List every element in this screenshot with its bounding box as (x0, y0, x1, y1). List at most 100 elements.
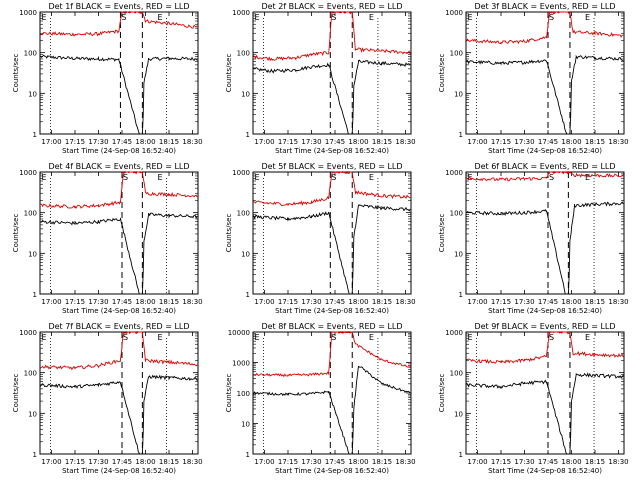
x-tick-label: 18:30 (608, 298, 628, 306)
series-line-events (253, 365, 411, 455)
time-marker-label: E (255, 333, 260, 342)
x-tick-label: 17:00 (41, 298, 61, 306)
y-axis-label: Counts/sec (225, 374, 233, 413)
x-tick-label: 17:15 (278, 458, 298, 466)
series-line-lld (253, 10, 411, 62)
x-tick-label: 17:15 (65, 138, 85, 146)
x-tick-label: 17:15 (491, 458, 511, 466)
x-tick-label: 17:45 (538, 138, 558, 146)
x-tick-label: 17:45 (112, 138, 132, 146)
plot-frame (39, 11, 199, 135)
time-marker-label: E (369, 333, 374, 342)
x-axis-label: Start Time (24-Sep-08 16:52:40) (62, 307, 176, 315)
y-axis-label: Counts/sec (12, 54, 20, 93)
y-tick-label: 10 (241, 421, 250, 429)
y-tick-label: 100 (24, 370, 37, 378)
x-tick-label: 17:00 (467, 458, 487, 466)
time-marker-label: E (369, 173, 374, 182)
series-line-events (466, 201, 624, 295)
y-tick-label: 100 (237, 50, 250, 58)
x-tick-label: 18:15 (585, 458, 605, 466)
x-tick-label: 17:45 (325, 458, 345, 466)
y-tick-label: 1000 (232, 9, 250, 17)
y-tick-label: 100 (237, 390, 250, 398)
plot-frame (39, 171, 199, 295)
y-tick-label: 10 (241, 90, 250, 98)
y-axis-label: Counts/sec (438, 374, 446, 413)
panel-title: Det 3f BLACK = Events, RED = LLD (474, 2, 615, 11)
x-tick-label: 18:30 (395, 298, 415, 306)
y-tick-label: 1 (33, 291, 37, 299)
series-line-lld (466, 170, 624, 182)
time-marker-label: S (331, 333, 336, 342)
time-marker-label: E (42, 333, 47, 342)
y-tick-label: 100 (24, 50, 37, 58)
y-tick-label: 100 (450, 50, 463, 58)
x-tick-label: 17:45 (325, 138, 345, 146)
y-tick-label: 10000 (228, 329, 250, 337)
panel-det-3f: Det 3f BLACK = Events, RED = LLD 17:00 17:… (438, 2, 629, 155)
y-tick-label: 10 (28, 90, 37, 98)
x-tick-label: 17:30 (514, 138, 534, 146)
y-tick-label: 1000 (19, 9, 37, 17)
panel-det-9f: Det 9f BLACK = Events, RED = LLD 17:00 17:… (438, 322, 629, 475)
y-tick-label: 1000 (19, 169, 37, 177)
y-axis-label: Counts/sec (12, 214, 20, 253)
time-marker-label: S (331, 13, 336, 22)
y-tick-label: 1 (33, 451, 37, 459)
series-line-lld (466, 10, 624, 45)
y-tick-label: 1 (459, 131, 463, 139)
x-tick-label: 18:00 (348, 138, 368, 146)
x-tick-label: 17:45 (538, 298, 558, 306)
x-tick-label: 18:15 (585, 138, 605, 146)
time-marker-label: S (123, 333, 128, 342)
x-tick-label: 17:00 (254, 298, 274, 306)
panel-det-4f: Det 4f BLACK = Events, RED = LLD 17:00 17:… (12, 162, 203, 315)
y-tick-label: 1 (459, 451, 463, 459)
x-tick-label: 17:00 (41, 458, 61, 466)
x-tick-label: 18:30 (182, 138, 202, 146)
time-marker-label: E (255, 13, 260, 22)
time-marker-label: E (369, 13, 374, 22)
x-tick-label: 18:00 (348, 298, 368, 306)
y-tick-label: 1000 (232, 360, 250, 368)
time-marker-label: E (585, 173, 590, 182)
x-tick-label: 17:15 (278, 138, 298, 146)
time-marker-label: E (468, 13, 473, 22)
panel-det-6f: Det 6f BLACK = Events, RED = LLD 17:00 17:… (438, 162, 629, 315)
x-axis-label: Start Time (24-Sep-08 16:52:40) (275, 307, 389, 315)
x-tick-label: 18:30 (182, 458, 202, 466)
x-tick-label: 17:30 (88, 298, 108, 306)
panel-det-7f: Det 7f BLACK = Events, RED = LLD 17:00 17:… (12, 322, 203, 475)
panel-title: Det 9f BLACK = Events, RED = LLD (474, 322, 615, 331)
x-tick-label: 18:00 (135, 298, 155, 306)
plot-frame (465, 171, 625, 295)
panel-det-8f: Det 8f BLACK = Events, RED = LLD 17:00 17:… (225, 322, 416, 475)
panel-title: Det 7f BLACK = Events, RED = LLD (48, 322, 189, 331)
y-tick-label: 100 (24, 210, 37, 218)
plot-frame (39, 331, 199, 455)
y-tick-label: 10 (28, 410, 37, 418)
x-tick-label: 17:30 (301, 138, 321, 146)
series-line-events (40, 374, 198, 455)
panel-title: Det 5f BLACK = Events, RED = LLD (261, 162, 402, 171)
y-axis-label: Counts/sec (438, 54, 446, 93)
y-tick-label: 100 (450, 370, 463, 378)
x-tick-label: 18:00 (561, 458, 581, 466)
time-marker-label: S (123, 173, 128, 182)
x-tick-label: 18:30 (182, 298, 202, 306)
time-marker-label: S (549, 13, 554, 22)
time-marker-label: E (255, 173, 260, 182)
x-tick-label: 17:30 (88, 138, 108, 146)
x-axis-label: Start Time (24-Sep-08 16:52:40) (488, 467, 602, 475)
series-line-lld (40, 331, 198, 371)
y-tick-label: 100 (237, 210, 250, 218)
x-tick-label: 18:00 (135, 138, 155, 146)
x-tick-label: 17:15 (65, 458, 85, 466)
y-axis-label: Counts/sec (225, 214, 233, 253)
y-tick-label: 10 (454, 250, 463, 258)
x-tick-label: 17:45 (538, 458, 558, 466)
y-tick-label: 10 (28, 250, 37, 258)
x-tick-label: 17:30 (301, 458, 321, 466)
x-tick-label: 18:15 (585, 298, 605, 306)
